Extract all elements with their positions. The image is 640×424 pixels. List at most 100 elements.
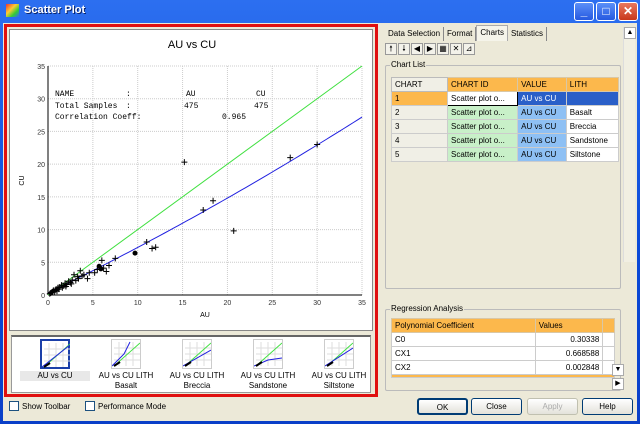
performance-mode-box[interactable] xyxy=(85,401,95,411)
table-cell[interactable]: Sandstone xyxy=(565,133,620,148)
scatter-chart: AU vs CU 0 5 10 15 20 25 30 35 0 5 10 15 20 25 30 35 AU CU… xyxy=(9,29,373,331)
minimize-button[interactable]: _ xyxy=(574,2,594,21)
table-cell[interactable]: AU vs CU xyxy=(517,133,567,148)
table-cell[interactable]: 2 xyxy=(391,105,448,120)
chart-thumbnail[interactable]: AU vs CU LITH Basalt xyxy=(91,339,161,391)
table-cell[interactable]: Scatter plot o... xyxy=(446,91,519,106)
data-point xyxy=(68,280,75,287)
data-point xyxy=(210,197,217,204)
table-cell[interactable]: 4 xyxy=(391,133,448,148)
show-toolbar-checkbox[interactable]: Show Toolbar xyxy=(9,401,70,411)
close-window-button[interactable]: ✕ xyxy=(618,2,638,21)
scroll-right-icon[interactable]: ▶ xyxy=(612,378,624,390)
panel-scrollbar[interactable]: ▲ xyxy=(623,27,636,262)
table-row[interactable]: 4 Scatter plot o... AU vs CU Sandstone xyxy=(391,133,620,148)
chart-thumbnail[interactable]: AU vs CU xyxy=(20,339,90,381)
x-tick-label: 0 xyxy=(46,300,50,307)
x-tick-label: 20 xyxy=(224,300,232,307)
stats-corr-label: Correlation Coeff: xyxy=(55,113,141,122)
x-tick-label: 35 xyxy=(358,300,366,307)
close-button[interactable]: Close xyxy=(471,398,522,415)
chart-thumbnail-icon xyxy=(324,339,354,369)
coefficient-name: C0 xyxy=(391,332,536,347)
data-point xyxy=(77,267,84,274)
show-toolbar-box[interactable] xyxy=(9,401,19,411)
stats-samples-label: Total Samples xyxy=(55,102,118,111)
data-point xyxy=(46,290,53,297)
tab-charts[interactable]: Charts xyxy=(476,25,508,41)
apply-button[interactable]: Apply xyxy=(527,398,578,415)
data-point xyxy=(75,275,82,282)
data-point xyxy=(71,271,78,278)
chart-list-group: Chart List CHART CHART ID VALUE LITH 1 Scatte… xyxy=(385,60,621,289)
column-header[interactable]: LITH xyxy=(565,77,620,92)
thumbnail-sublabel: Basalt xyxy=(114,381,138,390)
table-cell[interactable]: Basalt xyxy=(565,105,620,120)
chart-thumbnail-strip: AU vs CU AU vs CU LITH Basalt AU vs CU LITH… xyxy=(11,335,371,393)
stats-sep: : xyxy=(126,90,131,99)
data-point xyxy=(65,278,72,285)
y-axis-label: CU xyxy=(19,175,26,185)
arrow-up-icon[interactable]: 🠕 xyxy=(385,43,397,55)
table-cell[interactable]: Scatter plot o... xyxy=(446,133,519,148)
table-cell[interactable]: 1 xyxy=(391,91,448,106)
arrow-left-icon[interactable]: ◀ xyxy=(411,43,423,55)
thumbnail-sublabel: Sandstone xyxy=(248,381,288,390)
stats-sep: : xyxy=(126,102,131,111)
table-cell[interactable]: AU vs CU xyxy=(517,105,567,120)
column-header[interactable]: VALUE xyxy=(517,77,567,92)
table-cell[interactable]: Breccia xyxy=(565,119,620,134)
regression-table: Polynomial Coefficient Values C0 0.30338 CX1… xyxy=(391,318,615,378)
tab-statistics[interactable]: Statistics xyxy=(508,27,547,41)
performance-mode-checkbox[interactable]: Performance Mode xyxy=(85,401,166,411)
ok-button[interactable]: OK xyxy=(417,398,468,415)
coefficient-name: CX2 xyxy=(391,360,536,375)
chart-thumbnail[interactable]: AU vs CU LITH Siltstone xyxy=(304,339,374,391)
table-cell[interactable]: 5 xyxy=(391,147,448,162)
chart-icon[interactable]: ⊿ xyxy=(463,43,475,55)
data-point xyxy=(103,268,110,275)
table-footer xyxy=(391,374,615,378)
x-axis-label: AU xyxy=(200,312,210,319)
empty-cell xyxy=(602,332,615,347)
tab-data-selection[interactable]: Data Selection xyxy=(385,27,445,41)
stats-samples-y: 475 xyxy=(254,102,269,111)
arrow-down-icon[interactable]: 🠗 xyxy=(398,43,410,55)
stats-samples-x: 475 xyxy=(184,102,199,111)
coefficient-value: 0.30338 xyxy=(534,332,604,347)
table-cell[interactable]: Scatter plot o... xyxy=(446,105,519,120)
table-row: CX1 0.668588 xyxy=(391,346,615,361)
table-row[interactable]: 2 Scatter plot o... AU vs CU Basalt xyxy=(391,105,620,120)
help-button[interactable]: Help xyxy=(582,398,633,415)
table-icon[interactable]: ▦ xyxy=(437,43,449,55)
arrow-right-icon[interactable]: ▶ xyxy=(424,43,436,55)
chart-thumbnail[interactable]: AU vs CU LITH Breccia xyxy=(162,339,232,391)
chart-list-header: CHART CHART ID VALUE LITH xyxy=(391,77,620,92)
identity-line xyxy=(47,65,363,296)
table-cell[interactable]: Scatter plot o... xyxy=(446,119,519,134)
column-header[interactable]: CHART xyxy=(391,77,448,92)
show-toolbar-label: Show Toolbar xyxy=(22,401,71,411)
scroll-up-icon[interactable]: ▲ xyxy=(624,27,636,39)
table-cell[interactable]: Scatter plot o... xyxy=(446,147,519,162)
table-cell[interactable]: Siltstone xyxy=(565,147,620,162)
table-cell[interactable]: 3 xyxy=(391,119,448,134)
delete-icon[interactable]: ✕ xyxy=(450,43,462,55)
thumbnail-sublabel: Siltstone xyxy=(323,381,355,390)
table-row[interactable]: 1 Scatter plot o... AU vs CU xyxy=(391,91,620,106)
table-cell[interactable]: AU vs CU xyxy=(517,119,567,134)
column-header[interactable]: CHART ID xyxy=(446,77,519,92)
x-tick-label: 5 xyxy=(91,300,95,307)
column-header: Values xyxy=(534,318,604,333)
table-cell[interactable]: AU vs CU xyxy=(517,91,567,106)
table-row[interactable]: 5 Scatter plot o... AU vs CU Siltstone xyxy=(391,147,620,162)
maximize-button[interactable]: □ xyxy=(596,2,616,21)
table-cell[interactable]: AU vs CU xyxy=(517,147,567,162)
table-row[interactable]: 3 Scatter plot o... AU vs CU Breccia xyxy=(391,119,620,134)
chart-thumbnail[interactable]: AU vs CU LITH Sandstone xyxy=(233,339,303,391)
table-cell[interactable] xyxy=(565,91,620,106)
data-point xyxy=(91,269,98,276)
performance-mode-label: Performance Mode xyxy=(98,401,167,411)
tab-format[interactable]: Format xyxy=(444,27,477,41)
scroll-down-icon[interactable]: ▼ xyxy=(612,364,624,376)
